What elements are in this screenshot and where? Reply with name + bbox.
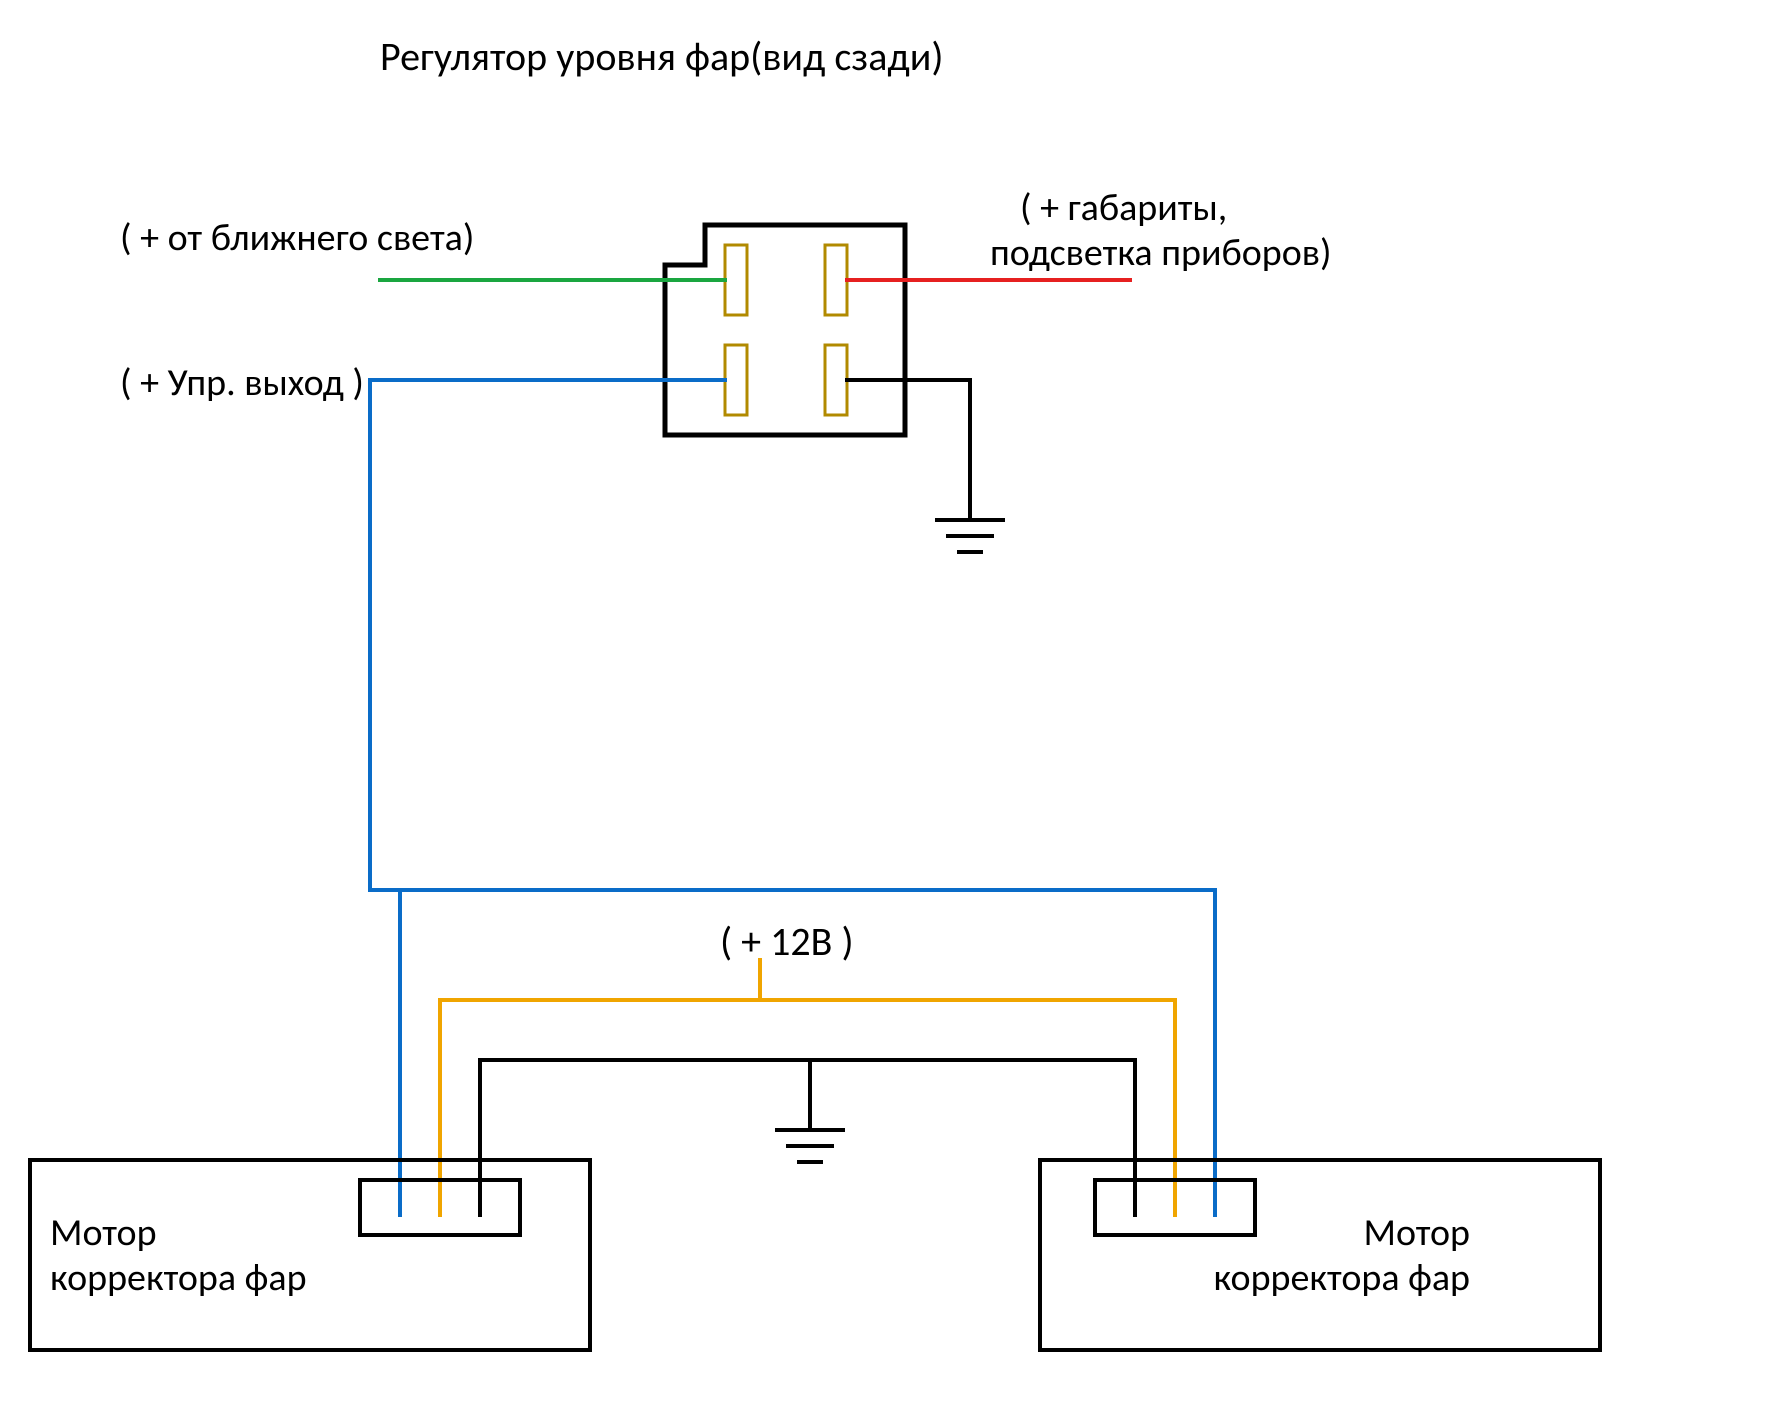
connector-pin-2: [825, 245, 847, 315]
regulator-connector-outline: [665, 225, 905, 435]
label-parking_l2: подсветка приборов): [990, 230, 1332, 276]
label-low_beam: ( + от ближнего света): [120, 215, 474, 261]
wire-connector-ground: [847, 380, 970, 520]
label-motor_r_2: корректора фар: [1213, 1255, 1470, 1301]
label-motor_l_1: Мотор: [50, 1210, 157, 1256]
label-motor_r_1: Мотор: [1363, 1210, 1470, 1256]
label-parking_l1: ( + габариты,: [1020, 185, 1227, 231]
label-ctrl_out: ( + Упр. выход ): [120, 360, 364, 406]
connector-pin-3: [725, 345, 747, 415]
wire-motors-ground-bus: [480, 1060, 1135, 1215]
connector-pin-1: [725, 245, 747, 315]
wire-control-output: [370, 380, 1215, 1215]
label-title: Регулятор уровня фар(вид сзади): [380, 32, 943, 81]
label-v12: ( + 12В ): [720, 917, 854, 966]
connector-pin-4: [825, 345, 847, 415]
label-motor_l_2: корректора фар: [50, 1255, 307, 1301]
wire-12v-bus: [440, 1000, 1175, 1215]
